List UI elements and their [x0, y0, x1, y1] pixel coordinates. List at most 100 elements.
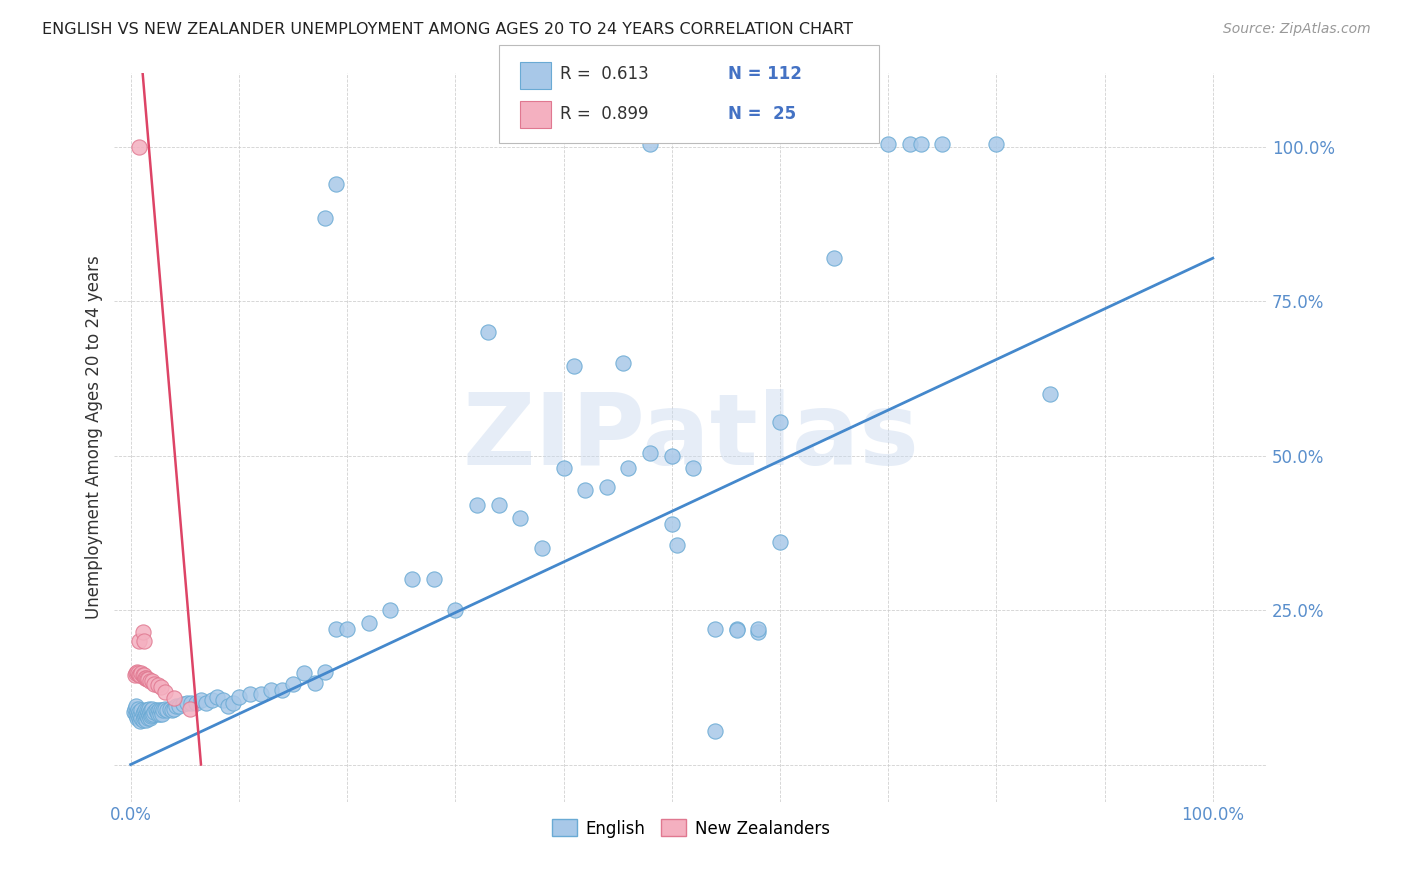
Point	[163, 690, 186, 705]
Point	[135, 703, 157, 717]
Point	[128, 668, 150, 682]
Point	[135, 671, 157, 685]
Point	[132, 668, 155, 682]
Point	[146, 706, 169, 721]
Point	[704, 622, 727, 636]
Point	[142, 706, 165, 721]
Point	[136, 673, 159, 687]
Point	[747, 622, 769, 636]
Point	[661, 516, 683, 531]
Point	[163, 702, 186, 716]
Point	[127, 666, 149, 681]
Point	[281, 677, 304, 691]
Point	[155, 684, 177, 698]
Point	[638, 446, 661, 460]
Point	[160, 703, 183, 717]
Point	[401, 572, 423, 586]
Point	[612, 356, 634, 370]
Point	[129, 668, 152, 682]
Point	[314, 211, 336, 225]
Point	[124, 668, 146, 682]
Point	[910, 136, 932, 151]
Point	[304, 676, 326, 690]
Point	[596, 480, 619, 494]
Point	[725, 623, 748, 637]
Point	[155, 702, 177, 716]
Point	[898, 136, 921, 151]
Point	[131, 713, 153, 727]
Point	[131, 706, 153, 721]
Point	[134, 703, 156, 717]
Point	[141, 709, 163, 723]
Point	[666, 538, 689, 552]
Point	[143, 705, 166, 719]
Point	[180, 696, 202, 710]
Point	[509, 510, 531, 524]
Point	[134, 709, 156, 723]
Point	[139, 705, 162, 719]
Point	[134, 671, 156, 685]
Point	[143, 677, 166, 691]
Point	[211, 692, 233, 706]
Point	[201, 692, 224, 706]
Point	[422, 572, 444, 586]
Point	[249, 686, 271, 700]
Point	[127, 708, 149, 723]
Point	[747, 624, 769, 639]
Point	[562, 359, 585, 374]
Text: ZIPatlas: ZIPatlas	[463, 389, 920, 486]
Text: N =  25: N = 25	[728, 105, 796, 123]
Point	[172, 697, 194, 711]
Point	[553, 461, 575, 475]
Point	[125, 708, 148, 723]
Point	[135, 709, 157, 723]
Point	[156, 703, 179, 717]
Point	[165, 698, 187, 713]
Point	[125, 666, 148, 681]
Point	[617, 461, 640, 475]
Text: Source: ZipAtlas.com: Source: ZipAtlas.com	[1223, 22, 1371, 37]
Point	[260, 683, 283, 698]
Point	[138, 702, 160, 716]
Point	[444, 603, 467, 617]
Point	[271, 683, 294, 698]
Point	[159, 702, 181, 716]
Point	[141, 674, 163, 689]
Point	[141, 708, 163, 723]
Point	[127, 705, 149, 719]
Point	[574, 483, 596, 497]
Point	[138, 708, 160, 723]
Point	[125, 698, 148, 713]
Point	[128, 711, 150, 725]
Point	[127, 711, 149, 725]
Point	[184, 696, 207, 710]
Point	[149, 681, 172, 695]
Point	[129, 714, 152, 729]
Point	[124, 702, 146, 716]
Point	[205, 690, 228, 704]
Point	[149, 703, 172, 717]
Point	[135, 706, 157, 721]
Point	[141, 703, 163, 717]
Text: R =  0.899: R = 0.899	[560, 105, 648, 123]
Point	[877, 136, 900, 151]
Point	[132, 705, 155, 719]
Point	[682, 461, 704, 475]
Point	[638, 136, 661, 151]
Point	[131, 668, 153, 682]
Point	[704, 723, 727, 738]
Point	[148, 703, 170, 717]
Point	[986, 136, 1008, 151]
Point	[769, 415, 792, 429]
Point	[176, 696, 198, 710]
Point	[931, 136, 953, 151]
Point	[131, 711, 153, 725]
Point	[131, 624, 153, 639]
Point	[222, 696, 245, 710]
Point	[380, 603, 402, 617]
Point	[152, 703, 174, 717]
Point	[128, 705, 150, 719]
Point	[228, 690, 250, 704]
Point	[132, 711, 155, 725]
Point	[661, 449, 683, 463]
